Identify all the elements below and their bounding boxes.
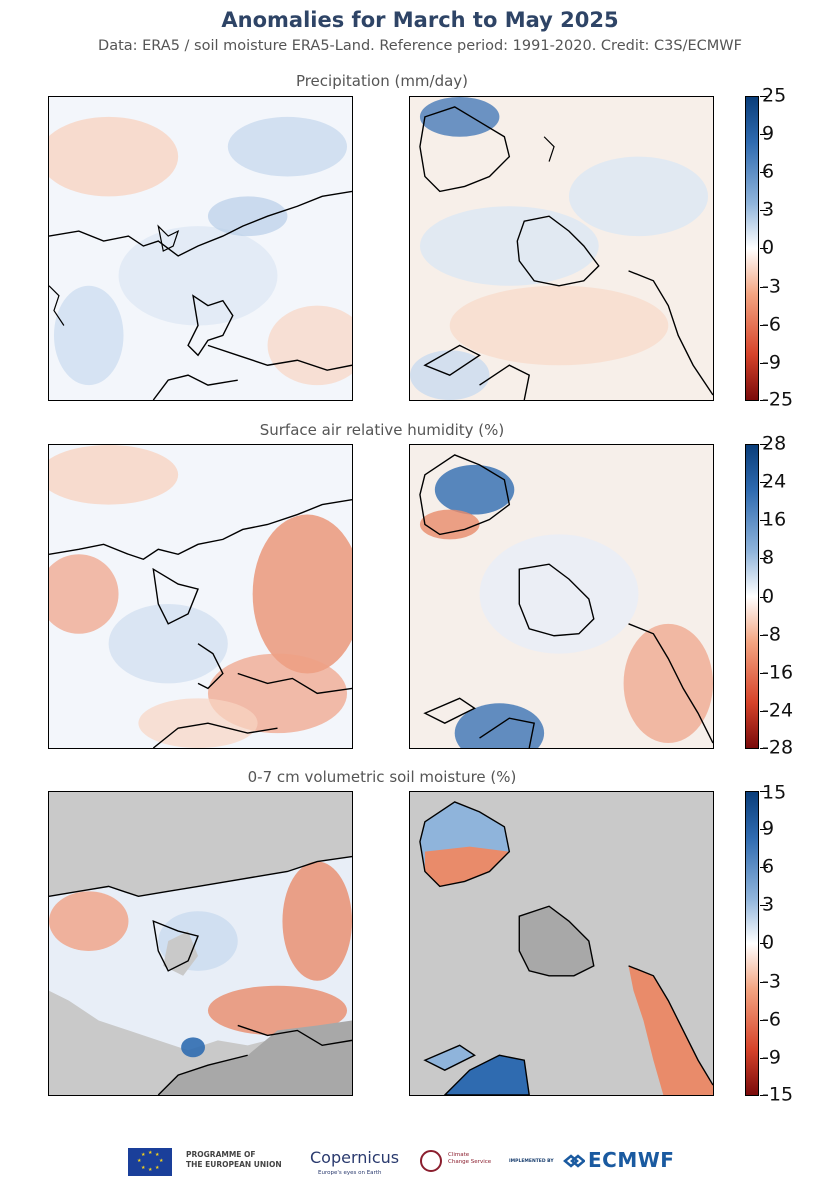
humidity-tick-label: 24: [762, 470, 787, 493]
humidity-tick-label: -28: [762, 736, 794, 759]
soil-tick-label: 6: [762, 855, 775, 878]
soil-tick-label: -9: [762, 1046, 781, 1069]
figure-subtitle: Data: ERA5 / soil moisture ERA5-Land. Re…: [98, 38, 742, 54]
precipitation-title: Precipitation (mm/day): [295, 72, 469, 90]
precip-tick-label: 9: [762, 122, 775, 145]
soil-moisture-title: 0-7 cm volumetric soil moisture (%): [247, 768, 517, 786]
precip-tick-label: -6: [762, 313, 781, 336]
soil-tick-label: 0: [762, 931, 775, 954]
humidity-tick-label: 28: [762, 432, 787, 455]
soil-tick-label: 9: [762, 817, 775, 840]
copernicus-tagline: Europe's eyes on Earth: [318, 1170, 382, 1176]
precip-tick-label: 25: [762, 84, 787, 107]
precip-tick-label: 3: [762, 198, 775, 221]
eu-flag-icon: ★ ★ ★ ★ ★ ★ ★ ★: [128, 1148, 172, 1176]
humidity-tick-label: 0: [762, 585, 775, 608]
humidity-tick-label: -16: [762, 661, 794, 684]
ccs-text: Climate Change Service: [448, 1152, 492, 1165]
precip-tick-label: 0: [762, 236, 775, 259]
footer-logos: ★ ★ ★ ★ ★ ★ ★ ★ PROGRAMME OF THE EUROPEAN UNI…: [0, 1142, 840, 1182]
humidity-map-northern-hemisphere: [48, 444, 353, 749]
soil-colorbar: [745, 791, 759, 1096]
eu-programme-text: PROGRAMME OF THE EUROPEAN UNION: [186, 1150, 282, 1169]
copernicus-logo: Copernicus: [310, 1148, 400, 1167]
humidity-colorbar: [745, 444, 759, 749]
precip-map-southern-hemisphere: [409, 96, 714, 401]
humidity-tick-label: 16: [762, 508, 787, 531]
ecmwf-logo-text: ECMWF: [588, 1148, 675, 1172]
humidity-tick-label: -24: [762, 699, 794, 722]
soil-tick-label: -3: [762, 970, 781, 993]
ecmwf-mark-icon: [563, 1154, 585, 1168]
implemented-by-text: IMPLEMENTED BY: [509, 1159, 554, 1164]
figure-title: Anomalies for March to May 2025: [221, 8, 619, 32]
humidity-map-southern-hemisphere: [409, 444, 714, 749]
soil-tick-label: 15: [762, 781, 787, 804]
humidity-tick-label: -8: [762, 623, 781, 646]
soil-map-southern-hemisphere: [409, 791, 714, 1096]
precip-tick-label: 6: [762, 160, 775, 183]
precip-tick-label: -25: [762, 388, 794, 411]
humidity-title: Surface air relative humidity (%): [259, 421, 505, 439]
soil-tick-label: -6: [762, 1008, 781, 1031]
precip-map-northern-hemisphere: [48, 96, 353, 401]
soil-tick-label: 3: [762, 893, 775, 916]
thermometer-icon: [420, 1150, 442, 1172]
precip-tick-label: -9: [762, 351, 781, 374]
soil-map-northern-hemisphere: [48, 791, 353, 1096]
humidity-tick-label: 8: [762, 546, 775, 569]
soil-tick-label: -15: [762, 1083, 794, 1106]
precip-colorbar: [745, 96, 759, 401]
precip-tick-label: -3: [762, 275, 781, 298]
